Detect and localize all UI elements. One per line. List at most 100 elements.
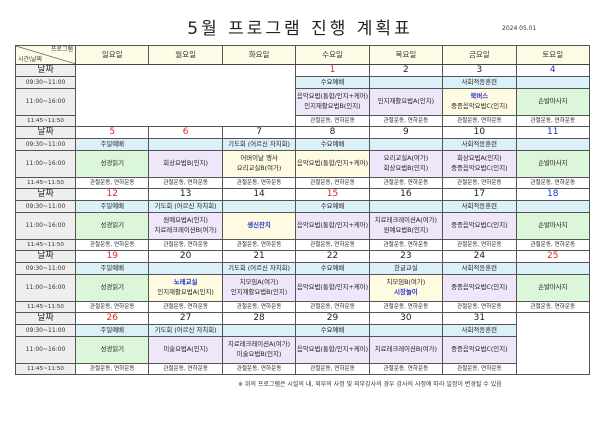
program-line: 노래교실 [173, 278, 198, 287]
exercise-program: 관절운동, 연하운동 [295, 115, 370, 127]
midday-program: 치료레크레이션A(여가) 원예요법B(인지) [368, 212, 444, 240]
morning-program [515, 262, 591, 275]
exercise-program: 관절운동, 연하운동 [74, 363, 150, 375]
date-row: 날짜 1 2 3 4 [15, 64, 591, 127]
midday-program: 회상요법A(인지) 중증음악요법C(인지) [442, 150, 517, 178]
midday-program: 치료레크레이션A(여가) 미술요법B(인지) [221, 336, 297, 364]
morning-program: 수요예배 [295, 200, 370, 213]
exercise-program: 관절운동, 연하운동 [442, 177, 517, 189]
midday-program: 요리교실A(여가) 회상요법B(인지) [368, 150, 444, 178]
midday-program: 음악요법(통합/인지+케어) [295, 212, 370, 240]
morning-program: 주일예배 [74, 324, 150, 337]
morning-program [368, 324, 444, 337]
program-line: 북버스 [470, 92, 489, 101]
midday-program: 회상요법B(인지) [148, 150, 223, 178]
morning-row: 09:30~11:00 주일예배 기도회 (어르신 자치회) 수요예배 사회적응훈련 [15, 200, 591, 213]
exercise-program: 관절운동, 연하운동 [368, 301, 444, 313]
program-line: 치료레크레이션B(여가) [374, 345, 438, 354]
date-cell: 4 [515, 64, 591, 77]
date-cell: 17 [442, 188, 517, 201]
program-line: 치료레크레이션A(여가) [374, 216, 438, 225]
midday-program: 어버이날 행사 요리교실B(여가) [221, 150, 297, 178]
day-header: 수요일 [295, 45, 370, 65]
exercise-program: 관절운동, 연하운동 [221, 239, 297, 251]
exercise-program: 관절운동, 연하운동 [148, 363, 223, 375]
exercise-program: 관절운동, 연하운동 [148, 301, 223, 313]
program-line: 음악요법(통합/인지+케어) [296, 159, 369, 168]
date-label: 날짜 [15, 64, 76, 77]
date-cell: 5 [74, 126, 150, 139]
date-cell: 6 [148, 126, 223, 139]
program-line: 원예요법A(인지) [163, 216, 208, 225]
exercise-program: 관절운동, 연하운동 [148, 239, 223, 251]
program-line: 중증음악요법C(인지) [451, 283, 508, 292]
date-cell: 3 [442, 64, 517, 77]
midday-program: 인지재활요법A(인지) [368, 88, 444, 116]
program-line: 성경읽기 [100, 283, 124, 292]
morning-program [221, 324, 297, 337]
program-line: 요리교실B(여가) [236, 164, 282, 172]
exercise-program: 관절운동, 연하운동 [368, 115, 444, 127]
midday-program: 치모임B(여가) 시장놀이 [368, 274, 444, 302]
date-row: 날짜 26 27 28 29 30 31 [15, 312, 591, 375]
exercise-program: 관절운동, 연하운동 [442, 363, 517, 375]
midday-program: 원예요법A(인지) 치료레크레이션B(여가) [148, 212, 223, 240]
morning-program: 한글교실 [368, 262, 444, 275]
date-cell: 9 [368, 126, 444, 139]
morning-row: 09:30~11:00 주일예배 기도회 (어르신 자치회) 수요예배 한글교실 사회적응… [15, 262, 591, 275]
date-cell: 21 [221, 250, 297, 263]
date-cell: 27 [148, 312, 223, 325]
exercise-row: 11:45~11:50 관절운동, 연하운동 관절운동, 연하운동 관절운동, 연하운… [15, 363, 590, 375]
date-cell: 2 [368, 64, 444, 77]
diagonal-divider [16, 46, 75, 64]
exercise-program: 관절운동, 연하운동 [515, 115, 591, 127]
midday-program: 성경읽기 [74, 336, 150, 364]
midday-program: 미술요법A(인지) [148, 336, 223, 364]
time-label-exercise: 11:45~11:50 [15, 239, 76, 251]
exercise-program: 관절운동, 연하운동 [515, 177, 591, 189]
exercise-program: 관절운동, 연하운동 [295, 301, 370, 313]
exercise-row: 11:45~11:50 관절운동, 연하운동 관절운동, 연하운동 관절운동, 연하운… [15, 239, 591, 251]
morning-program [148, 138, 223, 151]
morning-program: 수요예배 [295, 262, 370, 275]
morning-program [515, 76, 591, 89]
program-line: 인지재활요법A(인지) [157, 288, 214, 296]
program-line: 성경읽기 [100, 159, 124, 168]
exercise-program: 관절운동, 연하운동 [74, 301, 150, 313]
program-line: 성경읽기 [100, 221, 124, 230]
time-label-exercise: 11:45~11:50 [15, 177, 76, 189]
footnote: ※ 위의 프로그램은 시설의 내, 외부의 사정 및 외부강사의 경우 강사의 … [238, 381, 502, 388]
morning-program: 기도회 (어르신 자치회) [148, 200, 223, 213]
program-line: 치료레크레이션B(여가) [154, 226, 217, 234]
time-label-exercise: 11:45~11:50 [15, 115, 76, 127]
morning-program: 수요예배 [295, 324, 370, 337]
program-line: 회상요법A(인지) [457, 154, 502, 163]
morning-row: 09:30~11:00 주일예배 기도회 (어르신 자치회) 수요예배 사회적응훈련 [15, 138, 591, 151]
morning-program: 기도회 (어르신 자치회) [148, 324, 223, 337]
midday-program: 음악요법(통합/인지+케어) [295, 336, 370, 364]
schedule-table: 프로그램 시간\날짜 일요일 월요일 화요일 수요일 목요일 금요일 토요일 날짜 1 2 3 4 0… [15, 45, 591, 375]
date-label: 날짜 [15, 126, 76, 139]
program-line: 중증음악요법C(인지) [451, 221, 508, 230]
midday-program: 손발마사지 [515, 88, 591, 116]
midday-program: 노래교실 인지재활요법A(인지) [148, 274, 223, 302]
exercise-program: 관절운동, 연하운동 [295, 177, 370, 189]
program-line: 중증음악요법C(인지) [451, 164, 508, 172]
program-line: 성경읽기 [100, 345, 124, 354]
program-line: 생신잔치 [247, 221, 271, 230]
morning-program: 주일예배 [74, 200, 150, 213]
day-header: 일요일 [74, 45, 150, 65]
morning-row: 09:30~11:00 주일예배 기도회 (어르신 자치회) 수요예배 사회적응훈련 [15, 324, 590, 337]
midday-program: 치모임A(여가) 인지재활요법B(인지) [221, 274, 297, 302]
date-cell: 29 [295, 312, 370, 325]
midday-program: 손발마사지 [515, 274, 591, 302]
date-cell: 13 [148, 188, 223, 201]
program-line: 음악요법(통합/인지+케어) [296, 92, 369, 101]
midday-program: 성경읽기 [74, 212, 150, 240]
exercise-program: 관절운동, 연하운동 [442, 239, 517, 251]
date-cell: 19 [74, 250, 150, 263]
program-line: 중증음악요법C(인지) [451, 102, 508, 110]
date-cell: 23 [368, 250, 444, 263]
program-line: 원예요법B(인지) [383, 226, 429, 234]
program-line: 회상요법B(인지) [383, 164, 429, 172]
